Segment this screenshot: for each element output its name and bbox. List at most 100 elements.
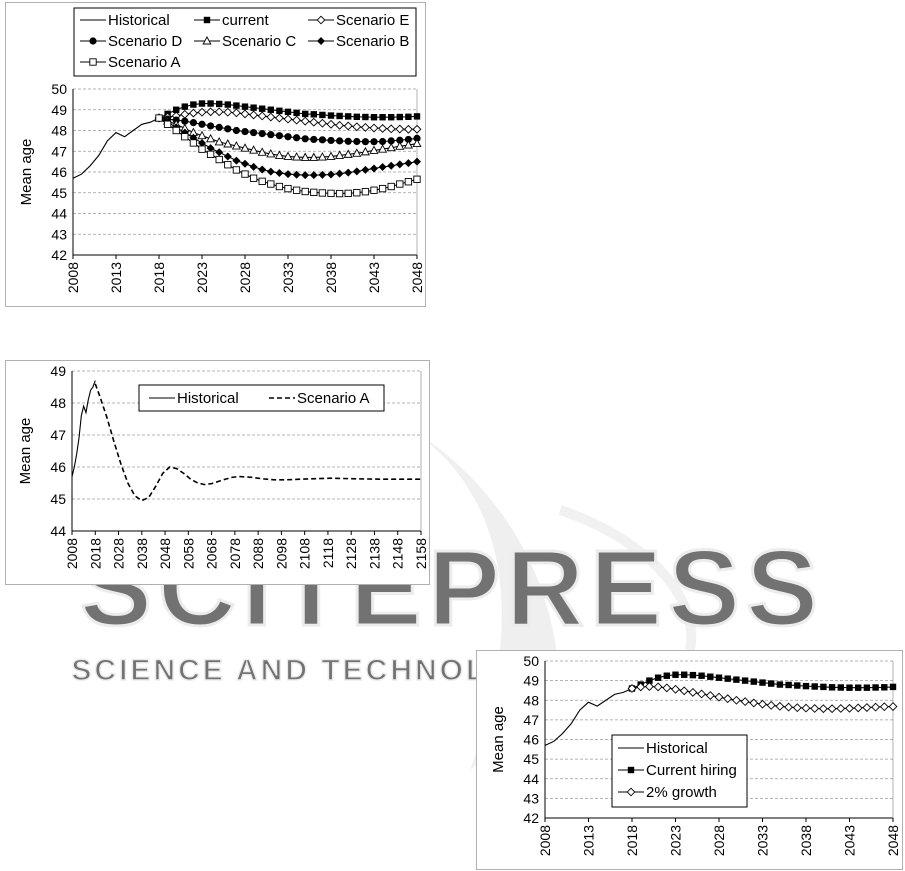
x-tick-label: 2068 bbox=[204, 538, 220, 569]
data-point-current-hiring bbox=[794, 682, 801, 689]
data-point-2-growth bbox=[879, 702, 889, 712]
data-point-scenario-d bbox=[258, 130, 266, 138]
data-point-current bbox=[336, 112, 343, 120]
data-point-scenario-e bbox=[266, 112, 276, 122]
x-tick-label: 2008 bbox=[537, 825, 553, 856]
data-point-scenario-d bbox=[379, 137, 387, 146]
data-point-2-growth bbox=[810, 704, 820, 713]
data-point-scenario-a bbox=[267, 180, 275, 188]
legend-marker-current-hiring bbox=[627, 766, 635, 774]
data-point-2-growth bbox=[766, 700, 776, 710]
x-tick-label: 2008 bbox=[65, 262, 81, 293]
data-point-current-hiring bbox=[828, 684, 836, 691]
data-point-scenario-e bbox=[292, 115, 302, 125]
series-line-historical bbox=[71, 380, 96, 477]
data-point-current bbox=[241, 103, 249, 110]
data-point-scenario-b bbox=[284, 170, 292, 179]
chart-hiring: 42 43 44 45 46 47 48 49 50 2008 2013 2018 2023 2028 20… bbox=[476, 650, 903, 870]
y-tick-label: 47 bbox=[523, 712, 539, 728]
data-point-scenario-b bbox=[378, 163, 387, 172]
data-point-current-hiring bbox=[715, 674, 723, 681]
data-point-current bbox=[198, 100, 206, 107]
y-tick-label: 49 bbox=[523, 673, 539, 689]
data-point-current bbox=[370, 114, 378, 121]
data-point-2-growth bbox=[697, 689, 707, 699]
data-point-scenario-b bbox=[395, 160, 404, 169]
data-point-scenario-a bbox=[353, 189, 361, 197]
y-tick-label: 45 bbox=[51, 185, 67, 201]
data-point-scenario-b bbox=[404, 159, 413, 168]
data-point-2-growth bbox=[888, 702, 898, 711]
data-point-current bbox=[413, 113, 421, 120]
data-point-current bbox=[233, 102, 240, 109]
data-point-current bbox=[250, 104, 257, 111]
data-point-scenario-e bbox=[231, 108, 241, 118]
data-point-scenario-e bbox=[206, 107, 216, 117]
data-point-current-hiring bbox=[689, 671, 697, 679]
data-point-scenario-e bbox=[317, 118, 327, 128]
x-tick-label: 2158 bbox=[413, 538, 429, 569]
x-tick-label: 2018 bbox=[151, 262, 167, 293]
data-point-scenario-d bbox=[353, 137, 361, 146]
x-tick-label: 2128 bbox=[343, 538, 359, 569]
data-point-current-hiring bbox=[724, 675, 731, 682]
data-point-scenario-c bbox=[326, 151, 336, 160]
legend-marker-scenario-a bbox=[89, 58, 97, 66]
series-scenario-a bbox=[94, 383, 421, 502]
legend: Historical Current hiring 2% growth bbox=[611, 734, 748, 808]
data-point-scenario-a bbox=[241, 170, 249, 178]
data-point-scenario-a bbox=[378, 184, 387, 193]
data-point-scenario-a bbox=[232, 166, 241, 174]
legend-label-scenario-a: Scenario A bbox=[297, 390, 370, 407]
data-point-current-hiring bbox=[654, 674, 662, 681]
data-point-2-growth bbox=[853, 703, 863, 713]
data-point-scenario-a bbox=[206, 150, 215, 159]
x-tick-label: 2013 bbox=[108, 262, 124, 293]
data-point-scenario-d bbox=[301, 135, 309, 143]
data-point-2-growth bbox=[636, 682, 646, 692]
data-point-scenario-a bbox=[396, 180, 404, 188]
data-point-scenario-e bbox=[249, 110, 259, 120]
series-line-historical bbox=[72, 117, 160, 179]
data-point-scenario-c bbox=[266, 149, 276, 158]
y-tick-label: 48 bbox=[523, 692, 539, 708]
data-point-current-hiring bbox=[759, 679, 766, 686]
x-tick-label: 2048 bbox=[157, 538, 173, 569]
data-point-scenario-e bbox=[214, 107, 224, 117]
data-point-scenario-b bbox=[370, 164, 378, 173]
chart-scenarios: 42 43 44 45 46 47 48 49 50 2008 2013 2018 2023 2028 20… bbox=[5, 2, 426, 307]
data-point-current bbox=[388, 114, 395, 121]
data-point-scenario-d bbox=[293, 134, 301, 142]
legend-marker-scenario-c bbox=[202, 36, 212, 45]
x-tick-label: 2078 bbox=[227, 538, 243, 569]
data-point-current bbox=[267, 106, 274, 113]
data-point-scenario-d bbox=[396, 136, 404, 144]
data-point-scenario-e bbox=[257, 111, 267, 121]
data-point-current-hiring bbox=[663, 672, 670, 679]
data-point-scenario-d bbox=[224, 125, 232, 133]
data-point-scenario-b bbox=[215, 148, 224, 157]
data-point-scenario-d bbox=[336, 137, 344, 145]
data-point-scenario-b bbox=[344, 168, 353, 177]
chart-long-term-svg: 44 45 46 47 48 49 2008 2018 2028 2038 2048 2058 2068… bbox=[17, 363, 429, 569]
data-point-scenario-b bbox=[413, 157, 421, 166]
data-point-2-growth bbox=[862, 703, 872, 712]
y-tick-label: 49 bbox=[51, 102, 67, 118]
x-tick-label: 2028 bbox=[711, 825, 727, 856]
data-point-scenario-c bbox=[335, 150, 345, 159]
y-tick-label: 47 bbox=[50, 427, 66, 443]
data-point-2-growth bbox=[671, 684, 680, 694]
legend-marker-2-growth bbox=[626, 787, 636, 797]
data-point-scenario-a bbox=[387, 182, 395, 191]
data-point-current bbox=[181, 103, 188, 110]
data-point-current bbox=[362, 113, 369, 121]
data-point-current-hiring bbox=[820, 683, 827, 691]
data-point-current-hiring bbox=[698, 672, 705, 679]
data-point-scenario-e bbox=[223, 107, 233, 117]
x-tick-label: 2088 bbox=[250, 538, 266, 569]
legend-label-current-hiring: Current hiring bbox=[646, 762, 737, 779]
data-point-scenario-c bbox=[352, 148, 362, 157]
data-point-scenario-d bbox=[181, 117, 189, 125]
legend-marker-scenario-e bbox=[316, 15, 326, 25]
data-point-current-hiring bbox=[811, 683, 818, 690]
